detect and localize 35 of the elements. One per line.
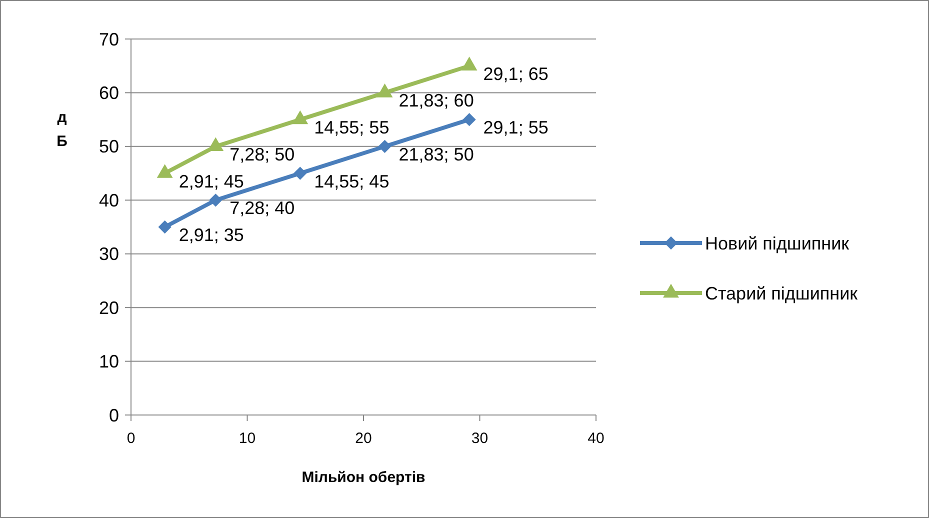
data-label: 21,83; 50 <box>398 144 474 164</box>
data-label: 2,91; 35 <box>178 225 244 245</box>
data-label: 7,28; 50 <box>230 144 295 164</box>
data-label: 29,1; 65 <box>483 64 548 84</box>
point <box>158 220 172 234</box>
x-tick-label: 30 <box>471 430 488 447</box>
x-tick-label: 0 <box>126 430 136 447</box>
point <box>208 137 224 152</box>
y-tick-label: 10 <box>98 352 119 372</box>
data-label: 29,1; 55 <box>483 118 548 138</box>
point <box>461 56 478 70</box>
y-tick-label: 50 <box>98 136 119 157</box>
data-label: 7,28; 40 <box>230 198 295 218</box>
y-tick-label: 40 <box>98 190 119 210</box>
x-tick-label: 10 <box>238 430 256 447</box>
y-tick-label: 0 <box>108 405 119 426</box>
y-tick-label: 60 <box>98 83 119 104</box>
x-tick-label: 40 <box>588 430 604 447</box>
y-axis-title: дБ <box>56 109 68 150</box>
x-axis-title: Мільйон обертів <box>302 469 426 486</box>
point <box>378 140 392 153</box>
data-label: 14,55; 45 <box>314 171 390 192</box>
point <box>376 84 393 98</box>
point <box>209 194 222 207</box>
legend-label: Старий підшипник <box>705 283 858 304</box>
legend-label: Новий підшипник <box>705 233 850 254</box>
x-tick-label: 20 <box>355 430 372 447</box>
y-tick-label: 70 <box>98 29 119 50</box>
data-label: 2,91; 45 <box>178 171 244 192</box>
point <box>292 110 308 124</box>
y-tick-label: 30 <box>98 244 119 264</box>
data-label: 14,55; 55 <box>314 118 390 138</box>
y-tick-label: 20 <box>98 298 119 318</box>
data-label: 21,83; 60 <box>398 90 474 111</box>
point <box>294 166 307 180</box>
